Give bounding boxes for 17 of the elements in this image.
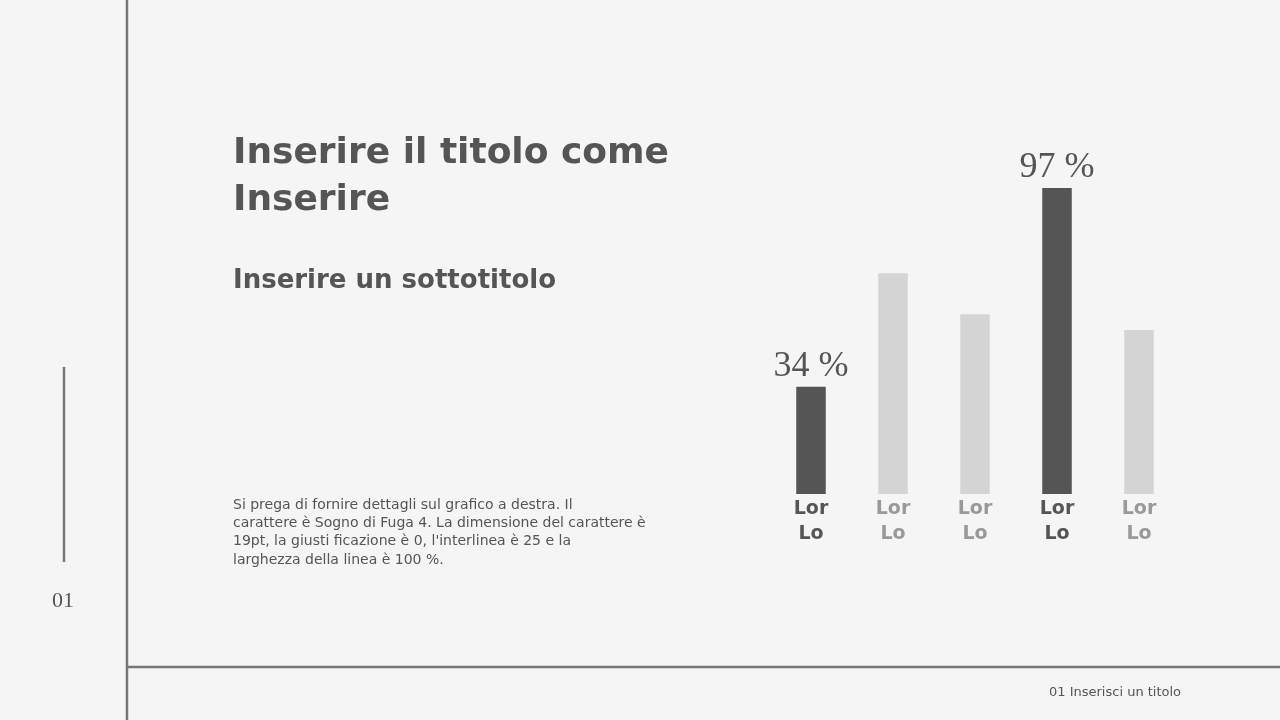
bar: [878, 273, 908, 494]
x-tick-label: Lor Lo: [1039, 496, 1075, 543]
x-tick-label: Lor Lo: [1121, 496, 1157, 543]
data-label: 97 %: [1019, 145, 1095, 186]
data-label: 34 %: [773, 343, 849, 384]
x-tick-label: Lor Lo: [957, 496, 993, 543]
text: Inserire il titolo come Inserire: [233, 130, 669, 218]
bar: [796, 386, 826, 494]
bar: [1124, 329, 1154, 494]
bar: [1042, 188, 1072, 494]
x-tick-label: Lor Lo: [793, 496, 829, 543]
text: Si prega di fornire dettagli sul grafico a destra. Il carattere è Sogno di Fuga 4. La dimensione del carattere è 19pt, la giusti ficazione è 0, l'interlinea è 25 e la larghezza della linea è 100 %.: [233, 496, 646, 567]
text: 01: [52, 587, 74, 612]
x-tick-label: Lor Lo: [875, 496, 911, 543]
bar: [960, 314, 990, 494]
text: 01 Inserisci un titolo: [1049, 684, 1182, 699]
text: Inserire un sottotitolo: [233, 264, 557, 294]
